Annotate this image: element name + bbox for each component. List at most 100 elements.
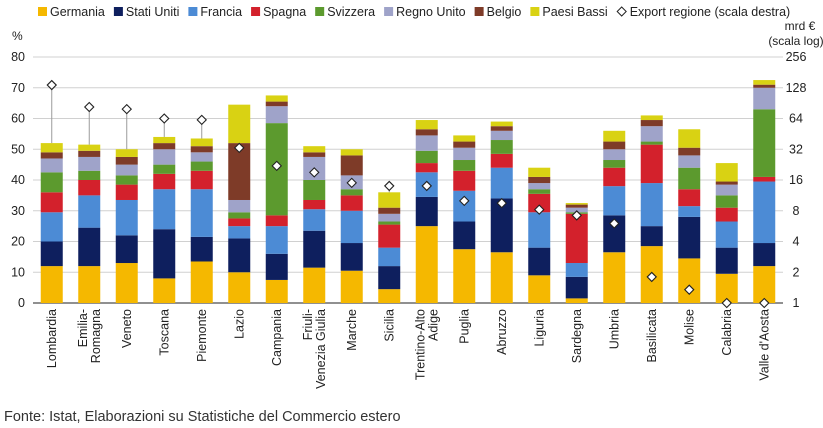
y-tick-right-1: 2 [793, 265, 800, 279]
bar-15-7 [603, 130, 626, 142]
gridlines [33, 56, 783, 273]
bar-17-3 [678, 189, 701, 207]
x-tick-9: Sicilia [382, 309, 396, 342]
legend-swatch-4 [315, 7, 325, 16]
bar-16-7 [640, 115, 663, 121]
y-tick-right-8: 256 [786, 50, 807, 64]
export-marker-17 [683, 284, 695, 295]
bar-6-5 [265, 106, 288, 124]
x-tick-7: Friuli- Venezia Giulia [301, 309, 328, 389]
bar-11-3 [453, 170, 476, 191]
legend-swatch-6 [474, 7, 484, 16]
bar-17-2 [678, 206, 701, 217]
export-markers [46, 79, 770, 309]
y-tick-right-0: 1 [793, 296, 800, 310]
bar-18-7 [715, 163, 738, 182]
bar-3-7 [153, 136, 176, 144]
source-note: Fonte: Istat, Elaborazioni su Statistich… [4, 409, 401, 425]
bar-1-5 [78, 156, 101, 171]
bar-7-2 [303, 209, 326, 231]
x-tick-label-1-0: Emilia- [76, 309, 90, 347]
bar-18-6 [715, 181, 738, 185]
export-marker-12 [496, 197, 508, 209]
bar-19-3 [753, 176, 776, 182]
bar-18-3 [715, 207, 738, 222]
bar-2-3 [115, 184, 138, 200]
bar-13-6 [528, 176, 551, 184]
legend-swatch-1 [113, 7, 123, 16]
bar-1-7 [78, 144, 101, 151]
y-tick-right-4: 16 [789, 173, 803, 187]
x-tick-label-7-0: Friuli- [301, 309, 315, 340]
bar-7-4 [303, 180, 326, 200]
bar-4-2 [190, 189, 213, 237]
bar-10-4 [415, 150, 438, 164]
export-marker-4 [196, 114, 208, 126]
bar-10-7 [415, 120, 438, 130]
bar-12-1 [490, 198, 513, 253]
x-tick-label-2-0: Veneto [120, 309, 134, 348]
bar-9-2 [378, 247, 401, 267]
x-tick-2: Veneto [120, 309, 134, 348]
x-tick-16: Basilicata [645, 309, 659, 363]
bar-3-2 [153, 189, 176, 230]
bar-2-4 [115, 175, 138, 185]
bar-6-7 [265, 95, 288, 102]
legend-swatch-7 [530, 7, 540, 16]
bar-2-2 [115, 199, 138, 236]
y-tick-left-2: 20 [11, 235, 25, 249]
bar-13-4 [528, 189, 551, 194]
legend-label-0: Germania [50, 5, 105, 19]
bar-16-6 [640, 120, 663, 127]
export-marker-5 [233, 142, 245, 154]
bar-10-1 [415, 196, 438, 227]
axes: 0 10 20 30 40 50 60 70 80 1 2 4 8 16 32 64 128 256 [11, 50, 806, 310]
bar-13-0 [528, 275, 551, 303]
bar-0-0 [40, 266, 63, 303]
bar-18-5 [715, 184, 738, 196]
bar-5-4 [228, 212, 251, 219]
bar-12-4 [490, 140, 513, 154]
bar-13-7 [528, 167, 551, 177]
bar-1-1 [78, 227, 101, 267]
bar-12-6 [490, 126, 513, 131]
bar-12-0 [490, 252, 513, 303]
x-tick-label-13-0: Liguria [532, 309, 546, 347]
x-tick-8: Marche [345, 309, 359, 351]
bar-9-0 [378, 289, 401, 303]
bar-10-0 [415, 226, 438, 303]
bar-5-0 [228, 272, 251, 303]
x-tick-label-8-0: Marche [345, 309, 359, 351]
bar-1-0 [78, 266, 101, 303]
x-tick-label-19-0: Valle d'Aosta [757, 309, 771, 381]
bar-0-4 [40, 172, 63, 193]
y-axis-right-label-line1: mrd € [785, 19, 816, 33]
legend-label-2: Francia [200, 5, 242, 19]
bar-17-5 [678, 155, 701, 168]
bar-8-0 [340, 270, 363, 303]
bar-19-0 [753, 266, 776, 303]
legend-label-4: Svizzera [327, 5, 375, 19]
bar-15-5 [603, 149, 626, 161]
bar-14-6 [565, 204, 588, 208]
bar-18-1 [715, 247, 738, 274]
bar-7-7 [303, 146, 326, 153]
export-marker-11 [458, 195, 470, 207]
bar-6-2 [265, 226, 288, 254]
legend-swatch-2 [188, 7, 198, 16]
export-marker-18 [721, 297, 733, 309]
x-tick-label-3-0: Toscana [157, 309, 171, 356]
bar-12-3 [490, 153, 513, 168]
bar-8-6 [340, 155, 363, 176]
bar-19-6 [753, 84, 776, 88]
y-tick-left-3: 30 [11, 204, 25, 218]
bar-14-1 [565, 276, 588, 299]
x-tick-10: Trentino-Alto Adige [413, 309, 440, 380]
bar-8-3 [340, 195, 363, 211]
bar-5-7 [228, 104, 251, 144]
bar-3-3 [153, 173, 176, 190]
bar-3-5 [153, 149, 176, 165]
bar-9-7 [378, 192, 401, 208]
x-tick-label-17-0: Molise [682, 309, 696, 345]
